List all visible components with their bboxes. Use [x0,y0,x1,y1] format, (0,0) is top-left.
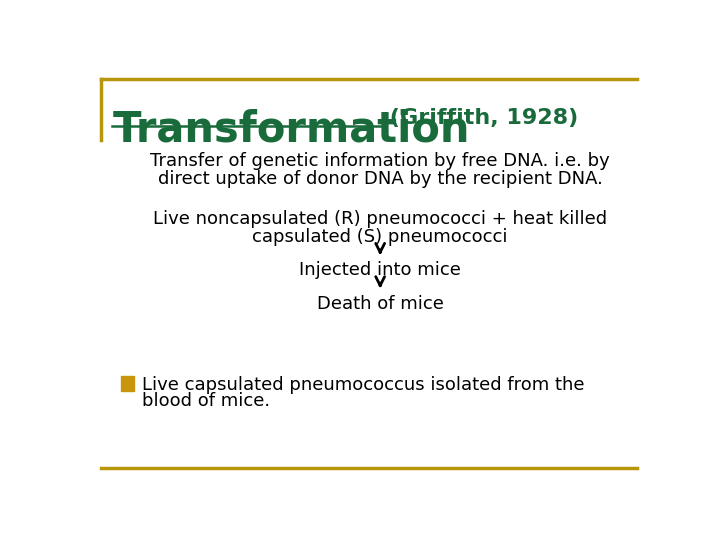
Text: Transformation: Transformation [112,109,470,151]
Text: Death of mice: Death of mice [317,295,444,313]
Text: Live noncapsulated (R) pneumococci + heat killed: Live noncapsulated (R) pneumococci + hea… [153,210,607,228]
Text: Injected into mice: Injected into mice [300,261,461,280]
Text: direct uptake of donor DNA by the recipient DNA.: direct uptake of donor DNA by the recipi… [158,170,603,187]
Bar [121,376,134,391]
Text: (Griffith, 1928): (Griffith, 1928) [382,109,578,129]
Text: Live capsulated pneumococcus isolated from the: Live capsulated pneumococcus isolated fr… [142,376,585,394]
Text: Transfer of genetic information by free DNA. i.e. by: Transfer of genetic information by free … [150,152,610,170]
Text: capsulated (S) pneumococci: capsulated (S) pneumococci [253,228,508,246]
Text: blood of mice.: blood of mice. [142,392,270,410]
